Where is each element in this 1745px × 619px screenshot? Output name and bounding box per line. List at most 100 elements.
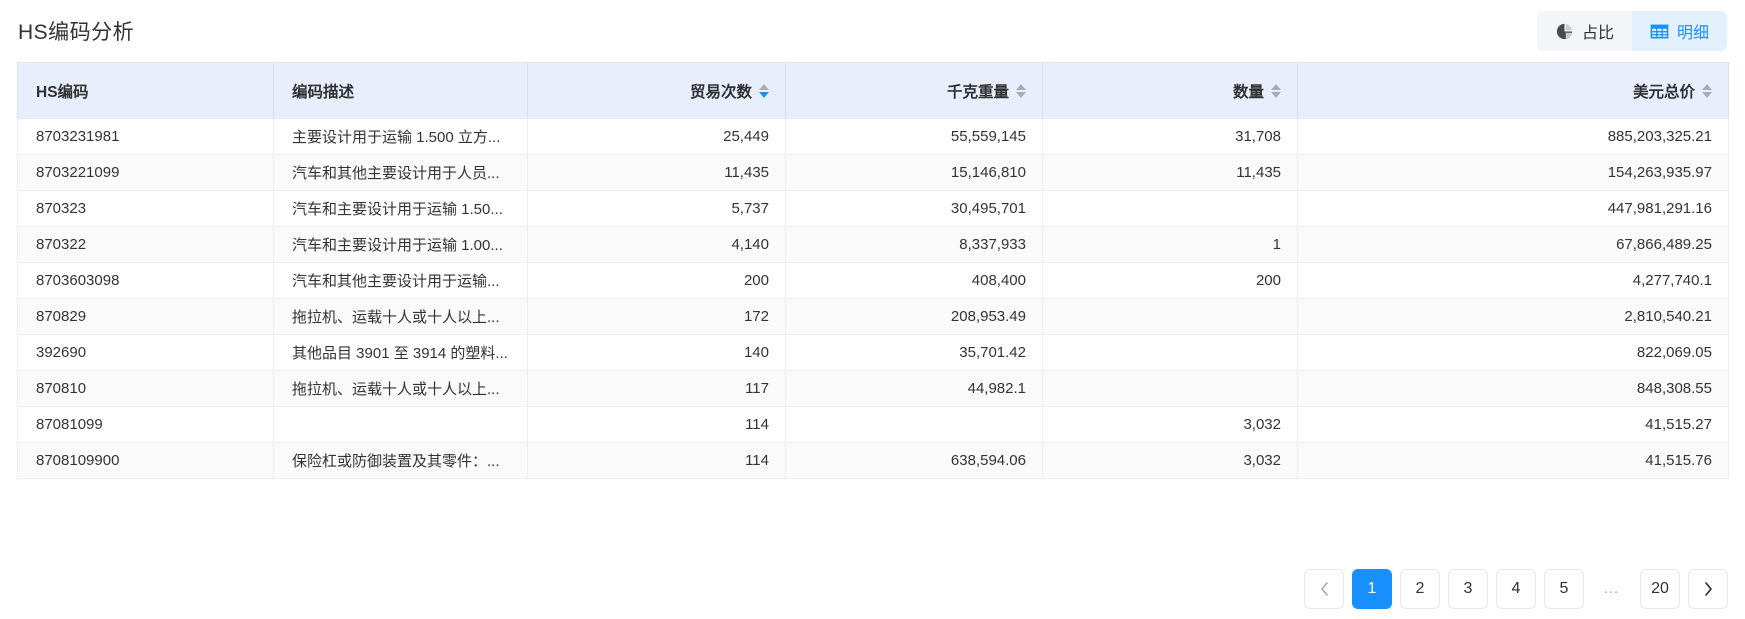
column-header-trade-count[interactable]: 贸易次数 <box>527 62 786 119</box>
pagination-page-5[interactable]: 5 <box>1544 569 1584 609</box>
view-mode-ratio-label: 占比 <box>1581 25 1614 42</box>
cell-kg_weight: 55,559,145 <box>785 118 1043 155</box>
cell-usd_total: 2,810,540.21 <box>1297 298 1729 335</box>
pie-chart-icon <box>1555 22 1574 41</box>
pagination-page-3[interactable]: 3 <box>1448 569 1488 609</box>
table-grid-icon <box>1650 22 1669 41</box>
hs-code-table: HS编码 编码描述 贸易次数 <box>17 62 1729 479</box>
column-header-kg-weight[interactable]: 千克重量 <box>785 62 1043 119</box>
pagination-ellipsis: … <box>1592 569 1632 609</box>
cell-quantity: 3,032 <box>1042 406 1298 443</box>
cell-desc: 保险杠或防御装置及其零件：... <box>273 442 528 479</box>
column-header-usd-total[interactable]: 美元总价 <box>1297 62 1729 119</box>
pagination-page-1[interactable]: 1 <box>1352 569 1392 609</box>
sort-arrows-icon[interactable] <box>1702 83 1712 98</box>
table-row[interactable]: 870323 汽车和主要设计用于运输 1.50... 5,737 30,495,701… <box>17 190 1729 227</box>
cell-hs_code: 870322 <box>17 226 274 263</box>
pagination-page-2[interactable]: 2 <box>1400 569 1440 609</box>
cell-trade_cnt: 11,435 <box>527 154 786 191</box>
table-row[interactable]: 870829 拖拉机、运载十人或十人以上... 172 208,953.49 2,810… <box>17 298 1729 335</box>
table-row[interactable]: 392690 其他品目 3901 至 3914 的塑料... 140 35,701.4… <box>17 334 1729 371</box>
column-header-desc[interactable]: 编码描述 <box>273 62 528 119</box>
cell-usd_total: 447,981,291.16 <box>1297 190 1729 227</box>
cell-usd_total: 885,203,325.21 <box>1297 118 1729 155</box>
column-header-label: 美元总价 <box>1632 83 1695 101</box>
view-mode-detail-label: 明细 <box>1676 25 1709 42</box>
cell-usd_total: 67,866,489.25 <box>1297 226 1729 263</box>
cell-hs_code: 8703221099 <box>17 154 274 191</box>
column-header-label: HS编码 <box>36 83 89 101</box>
table-body: 8703231981 主要设计用于运输 1.500 立方... 25,449 55,5… <box>17 118 1729 479</box>
cell-quantity: 200 <box>1042 262 1298 299</box>
cell-quantity <box>1042 298 1298 335</box>
cell-usd_total: 848,308.55 <box>1297 370 1729 407</box>
table-row[interactable]: 8703231981 主要设计用于运输 1.500 立方... 25,449 55,5… <box>17 118 1729 155</box>
cell-kg_weight: 208,953.49 <box>785 298 1043 335</box>
cell-hs_code: 8708109900 <box>17 442 274 479</box>
cell-quantity <box>1042 334 1298 371</box>
column-header-label: 数量 <box>1232 83 1264 101</box>
pagination-next-button[interactable] <box>1688 569 1728 609</box>
sort-arrows-icon[interactable] <box>1016 83 1026 98</box>
cell-trade_cnt: 4,140 <box>527 226 786 263</box>
column-header-label: 贸易次数 <box>689 83 752 101</box>
cell-hs_code: 8703231981 <box>17 118 274 155</box>
cell-trade_cnt: 200 <box>527 262 786 299</box>
cell-trade_cnt: 172 <box>527 298 786 335</box>
table-header-row: HS编码 编码描述 贸易次数 <box>17 62 1729 119</box>
cell-hs_code: 87081099 <box>17 406 274 443</box>
cell-usd_total: 154,263,935.97 <box>1297 154 1729 191</box>
table-row[interactable]: 870810 拖拉机、运载十人或十人以上... 117 44,982.1 848,308… <box>17 370 1729 407</box>
cell-kg_weight: 8,337,933 <box>785 226 1043 263</box>
cell-desc: 拖拉机、运载十人或十人以上... <box>273 298 528 335</box>
cell-trade_cnt: 114 <box>527 406 786 443</box>
page-header: HS编码分析 占比 <box>0 0 1745 62</box>
cell-hs_code: 870810 <box>17 370 274 407</box>
column-header-label: 千克重量 <box>946 83 1009 101</box>
pagination-prev-button[interactable] <box>1304 569 1344 609</box>
page-title: HS编码分析 <box>18 21 135 44</box>
cell-desc: 汽车和主要设计用于运输 1.50... <box>273 190 528 227</box>
cell-hs_code: 392690 <box>17 334 274 371</box>
cell-kg_weight: 44,982.1 <box>785 370 1043 407</box>
cell-desc: 拖拉机、运载十人或十人以上... <box>273 370 528 407</box>
cell-trade_cnt: 140 <box>527 334 786 371</box>
sort-arrows-icon[interactable] <box>1271 83 1281 98</box>
cell-usd_total: 822,069.05 <box>1297 334 1729 371</box>
table-row[interactable]: 8708109900 保险杠或防御装置及其零件：... 114 638,594.06 3… <box>17 442 1729 479</box>
view-mode-toggle: 占比 明细 <box>1536 11 1727 51</box>
chevron-right-icon <box>1704 582 1712 596</box>
cell-hs_code: 870829 <box>17 298 274 335</box>
pagination-page-4[interactable]: 4 <box>1496 569 1536 609</box>
view-mode-detail-button[interactable]: 明细 <box>1631 11 1727 51</box>
pagination-page-list: 1 2 3 4 5… 20 <box>1352 569 1680 609</box>
table-row[interactable]: 8703603098 汽车和其他主要设计用于运输... 200 408,400 200 4… <box>17 262 1729 299</box>
chevron-left-icon <box>1320 582 1328 596</box>
cell-kg_weight: 15,146,810 <box>785 154 1043 191</box>
cell-desc: 主要设计用于运输 1.500 立方... <box>273 118 528 155</box>
cell-trade_cnt: 114 <box>527 442 786 479</box>
table-row[interactable]: 870322 汽车和主要设计用于运输 1.00... 4,140 8,337,933 1… <box>17 226 1729 263</box>
column-header-hs-code[interactable]: HS编码 <box>17 62 274 119</box>
column-header-quantity[interactable]: 数量 <box>1042 62 1298 119</box>
cell-quantity: 3,032 <box>1042 442 1298 479</box>
cell-quantity: 11,435 <box>1042 154 1298 191</box>
cell-quantity <box>1042 370 1298 407</box>
cell-kg_weight: 638,594.06 <box>785 442 1043 479</box>
cell-desc <box>273 406 528 443</box>
table-row[interactable]: 87081099 114 3,032 41,515.27 <box>17 406 1729 443</box>
view-mode-ratio-button[interactable]: 占比 <box>1536 11 1632 51</box>
cell-hs_code: 870323 <box>17 190 274 227</box>
table-container: HS编码 编码描述 贸易次数 <box>0 62 1745 479</box>
cell-quantity: 1 <box>1042 226 1298 263</box>
cell-desc: 汽车和其他主要设计用于人员... <box>273 154 528 191</box>
pagination: 1 2 3 4 5… 20 <box>1304 569 1728 609</box>
table-row[interactable]: 8703221099 汽车和其他主要设计用于人员... 11,435 15,146,8… <box>17 154 1729 191</box>
cell-hs_code: 8703603098 <box>17 262 274 299</box>
column-header-label: 编码描述 <box>292 83 355 101</box>
sort-arrows-icon[interactable] <box>759 83 769 98</box>
cell-trade_cnt: 25,449 <box>527 118 786 155</box>
pagination-page-20[interactable]: 20 <box>1640 569 1680 609</box>
cell-usd_total: 41,515.76 <box>1297 442 1729 479</box>
